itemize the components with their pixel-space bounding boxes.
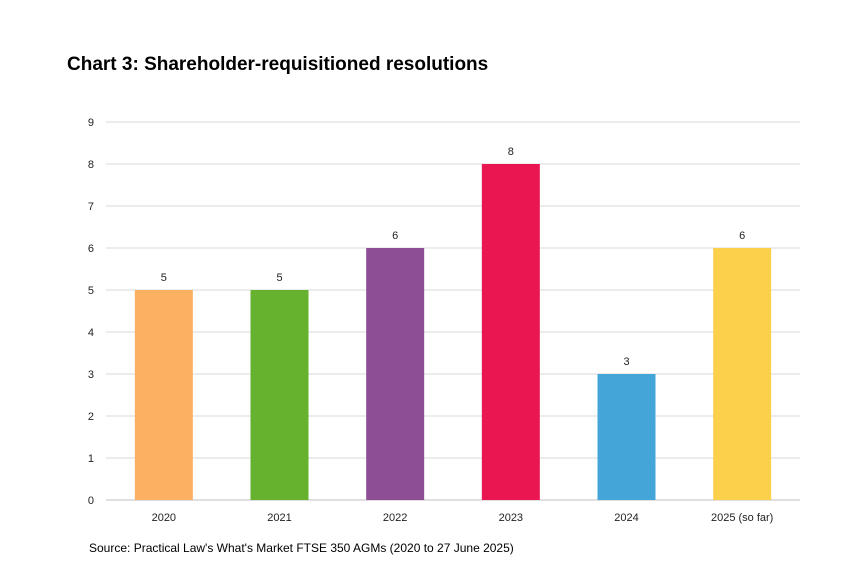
data-label: 8 (508, 146, 514, 158)
y-axis-ticks: 0 1 2 3 4 5 6 7 8 9 (88, 117, 94, 507)
data-label: 6 (392, 230, 398, 242)
data-label: 5 (161, 272, 167, 284)
y-tick-label: 9 (88, 117, 94, 129)
y-tick-label: 2 (88, 411, 94, 423)
y-tick-label: 6 (88, 243, 94, 255)
y-tick-label: 3 (88, 369, 94, 381)
bar-2021 (250, 290, 309, 500)
y-tick-label: 4 (88, 327, 94, 339)
y-tick-label: 0 (88, 495, 94, 507)
source-note: Source: Practical Law's What's Market FT… (89, 541, 514, 555)
bar-2023 (481, 164, 540, 500)
bar-2024 (597, 374, 656, 500)
y-tick-label: 5 (88, 285, 94, 297)
bar-2025-so-far (713, 248, 772, 500)
data-label: 5 (276, 272, 282, 284)
gridlines (106, 121, 800, 501)
x-tick-label: 2021 (267, 512, 291, 524)
x-tick-label: 2023 (499, 512, 523, 524)
x-axis-ticks: 2020 2021 2022 2023 2024 2025 (so far) (152, 512, 774, 524)
y-tick-label: 7 (88, 201, 94, 213)
y-tick-label: 8 (88, 159, 94, 171)
x-tick-label: 2020 (152, 512, 176, 524)
x-tick-label: 2025 (so far) (711, 512, 773, 524)
x-tick-label: 2022 (383, 512, 407, 524)
data-label: 6 (739, 230, 745, 242)
chart-title: Chart 3: Shareholder-requisitioned resol… (67, 54, 489, 75)
y-tick-label: 1 (88, 453, 94, 465)
data-label: 3 (623, 356, 629, 368)
bars (134, 164, 772, 500)
bar-2020 (134, 290, 193, 500)
x-tick-label: 2024 (614, 512, 638, 524)
bar-2022 (366, 248, 425, 500)
data-labels: 5 5 6 8 3 6 (161, 146, 745, 368)
